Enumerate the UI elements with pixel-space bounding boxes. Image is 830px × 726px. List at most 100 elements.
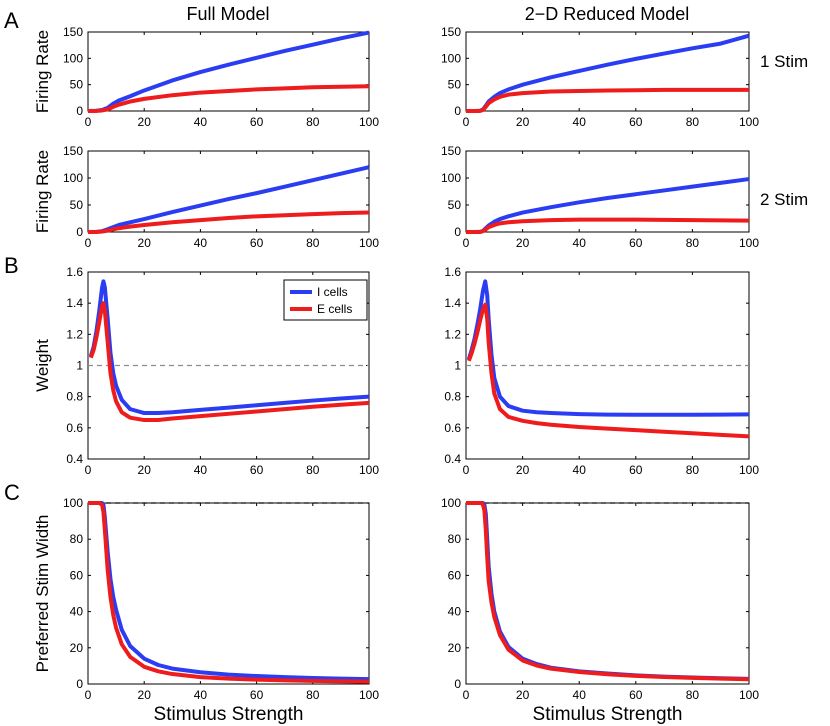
x-tick-label: 80 — [686, 463, 700, 477]
y-tick-label: 50 — [448, 78, 462, 92]
y-axis-label: Firing Rate — [33, 30, 52, 113]
x-axis-label: Stimulus Strength — [533, 704, 683, 725]
x-tick-label: 100 — [739, 236, 759, 250]
y-axis-label: Preferred Stim Width — [33, 515, 52, 673]
y-tick-label: 1.6 — [444, 265, 461, 279]
y-tick-label: 1 — [76, 359, 83, 373]
x-tick-label: 20 — [138, 463, 152, 477]
chart-2: 0 20 40 60 80 100 0 50 100 150 — [441, 25, 759, 129]
series-line-i-cells — [87, 165, 370, 234]
x-tick-label: 20 — [516, 115, 530, 129]
y-tick-label: 150 — [441, 25, 461, 39]
chart-3: 0 20 40 60 80 100 0 50 100 150 Firing Rate — [33, 144, 379, 250]
y-tick-label: 1.4 — [66, 296, 83, 310]
column-title-full-model: Full Model — [186, 4, 269, 24]
axes-frame — [465, 502, 750, 685]
y-tick-label: 0.6 — [444, 421, 461, 435]
y-tick-label: 150 — [63, 25, 83, 39]
chart-6: 0 20 40 60 80 100 0.4 0.6 0.8 1 1.2 1.4 1.6 — [444, 265, 759, 477]
axes-frame — [465, 31, 750, 112]
y-tick-label: 0.6 — [66, 421, 83, 435]
y-tick-label: 1 — [454, 359, 461, 373]
x-tick-label: 80 — [306, 115, 320, 129]
x-tick-label: 80 — [306, 236, 320, 250]
y-tick-label: 0.4 — [66, 452, 83, 466]
axes-frame — [87, 502, 370, 685]
row-label-1-stim: 1 Stim — [760, 52, 808, 71]
x-tick-label: 0 — [463, 688, 470, 702]
panel-letter-c: C — [4, 480, 20, 505]
x-tick-label: 0 — [85, 463, 92, 477]
x-tick-label: 60 — [629, 463, 643, 477]
series-line-i-cells — [466, 501, 750, 681]
x-tick-label: 60 — [629, 236, 643, 250]
y-tick-label: 0 — [454, 104, 461, 118]
x-tick-label: 100 — [359, 463, 379, 477]
y-tick-label: 150 — [63, 144, 83, 158]
legend-box — [283, 279, 368, 321]
axes-frame — [87, 31, 370, 112]
x-tick-label: 20 — [138, 115, 152, 129]
legend-label-e-cells: E cells — [317, 302, 352, 316]
panel-letter-b: B — [4, 253, 19, 278]
x-axis-label: Stimulus Strength — [154, 704, 304, 725]
x-tick-label: 80 — [306, 688, 320, 702]
y-tick-label: 0 — [76, 104, 83, 118]
series-line-e-cells — [466, 217, 750, 234]
y-tick-label: 20 — [70, 641, 84, 655]
x-tick-label: 100 — [359, 115, 379, 129]
series-line-i-cells — [466, 279, 750, 417]
x-tick-label: 100 — [739, 463, 759, 477]
y-tick-label: 60 — [70, 568, 84, 582]
y-tick-label: 80 — [70, 532, 84, 546]
x-tick-label: 20 — [138, 236, 152, 250]
y-tick-label: 20 — [448, 641, 462, 655]
x-tick-label: 0 — [85, 688, 92, 702]
x-tick-label: 40 — [194, 236, 208, 250]
y-tick-label: 50 — [70, 78, 84, 92]
x-tick-label: 60 — [250, 463, 264, 477]
x-tick-label: 20 — [516, 688, 530, 702]
y-tick-label: 100 — [63, 51, 83, 65]
y-tick-label: 100 — [441, 51, 461, 65]
y-tick-label: 100 — [441, 496, 461, 510]
x-tick-label: 80 — [686, 236, 700, 250]
chart-1: 0 20 40 60 80 100 0 50 100 150 Firing Rate — [33, 25, 379, 129]
panel-letter-a: A — [4, 8, 19, 33]
x-tick-label: 60 — [250, 115, 264, 129]
series-line-e-cells — [466, 87, 749, 113]
x-tick-label: 100 — [359, 688, 379, 702]
series-line-i-cells — [466, 33, 750, 113]
x-tick-label: 20 — [138, 688, 152, 702]
y-tick-label: 0.8 — [66, 390, 83, 404]
row-label-2-stim: 2 Stim — [760, 190, 808, 209]
column-title-reduced-model: 2−D Reduced Model — [525, 4, 690, 24]
series-line-e-cells — [88, 501, 370, 684]
y-tick-label: 40 — [70, 605, 84, 619]
y-tick-label: 1.6 — [66, 265, 83, 279]
y-tick-label: 1.4 — [444, 296, 461, 310]
axes-frame — [87, 150, 370, 233]
series-line-i-cells — [88, 501, 370, 682]
x-tick-label: 20 — [516, 463, 530, 477]
series-line-i-cells — [87, 30, 370, 113]
y-tick-label: 0 — [76, 225, 83, 239]
x-tick-label: 40 — [573, 688, 587, 702]
x-tick-label: 20 — [516, 236, 530, 250]
y-tick-label: 0 — [454, 677, 461, 691]
y-axis-label: Firing Rate — [33, 150, 52, 233]
legend-label-i-cells: I cells — [317, 285, 348, 299]
y-tick-label: 100 — [63, 171, 83, 185]
x-tick-label: 40 — [573, 236, 587, 250]
y-tick-label: 1.2 — [444, 327, 461, 341]
chart-4: 0 20 40 60 80 100 0 50 100 150 — [441, 144, 759, 250]
x-tick-label: 60 — [250, 688, 264, 702]
x-tick-label: 0 — [463, 463, 470, 477]
y-tick-label: 40 — [448, 605, 462, 619]
x-tick-label: 0 — [85, 115, 92, 129]
x-tick-label: 80 — [306, 463, 320, 477]
legend: I cells E cells — [283, 279, 368, 321]
axes-frame — [465, 150, 750, 233]
